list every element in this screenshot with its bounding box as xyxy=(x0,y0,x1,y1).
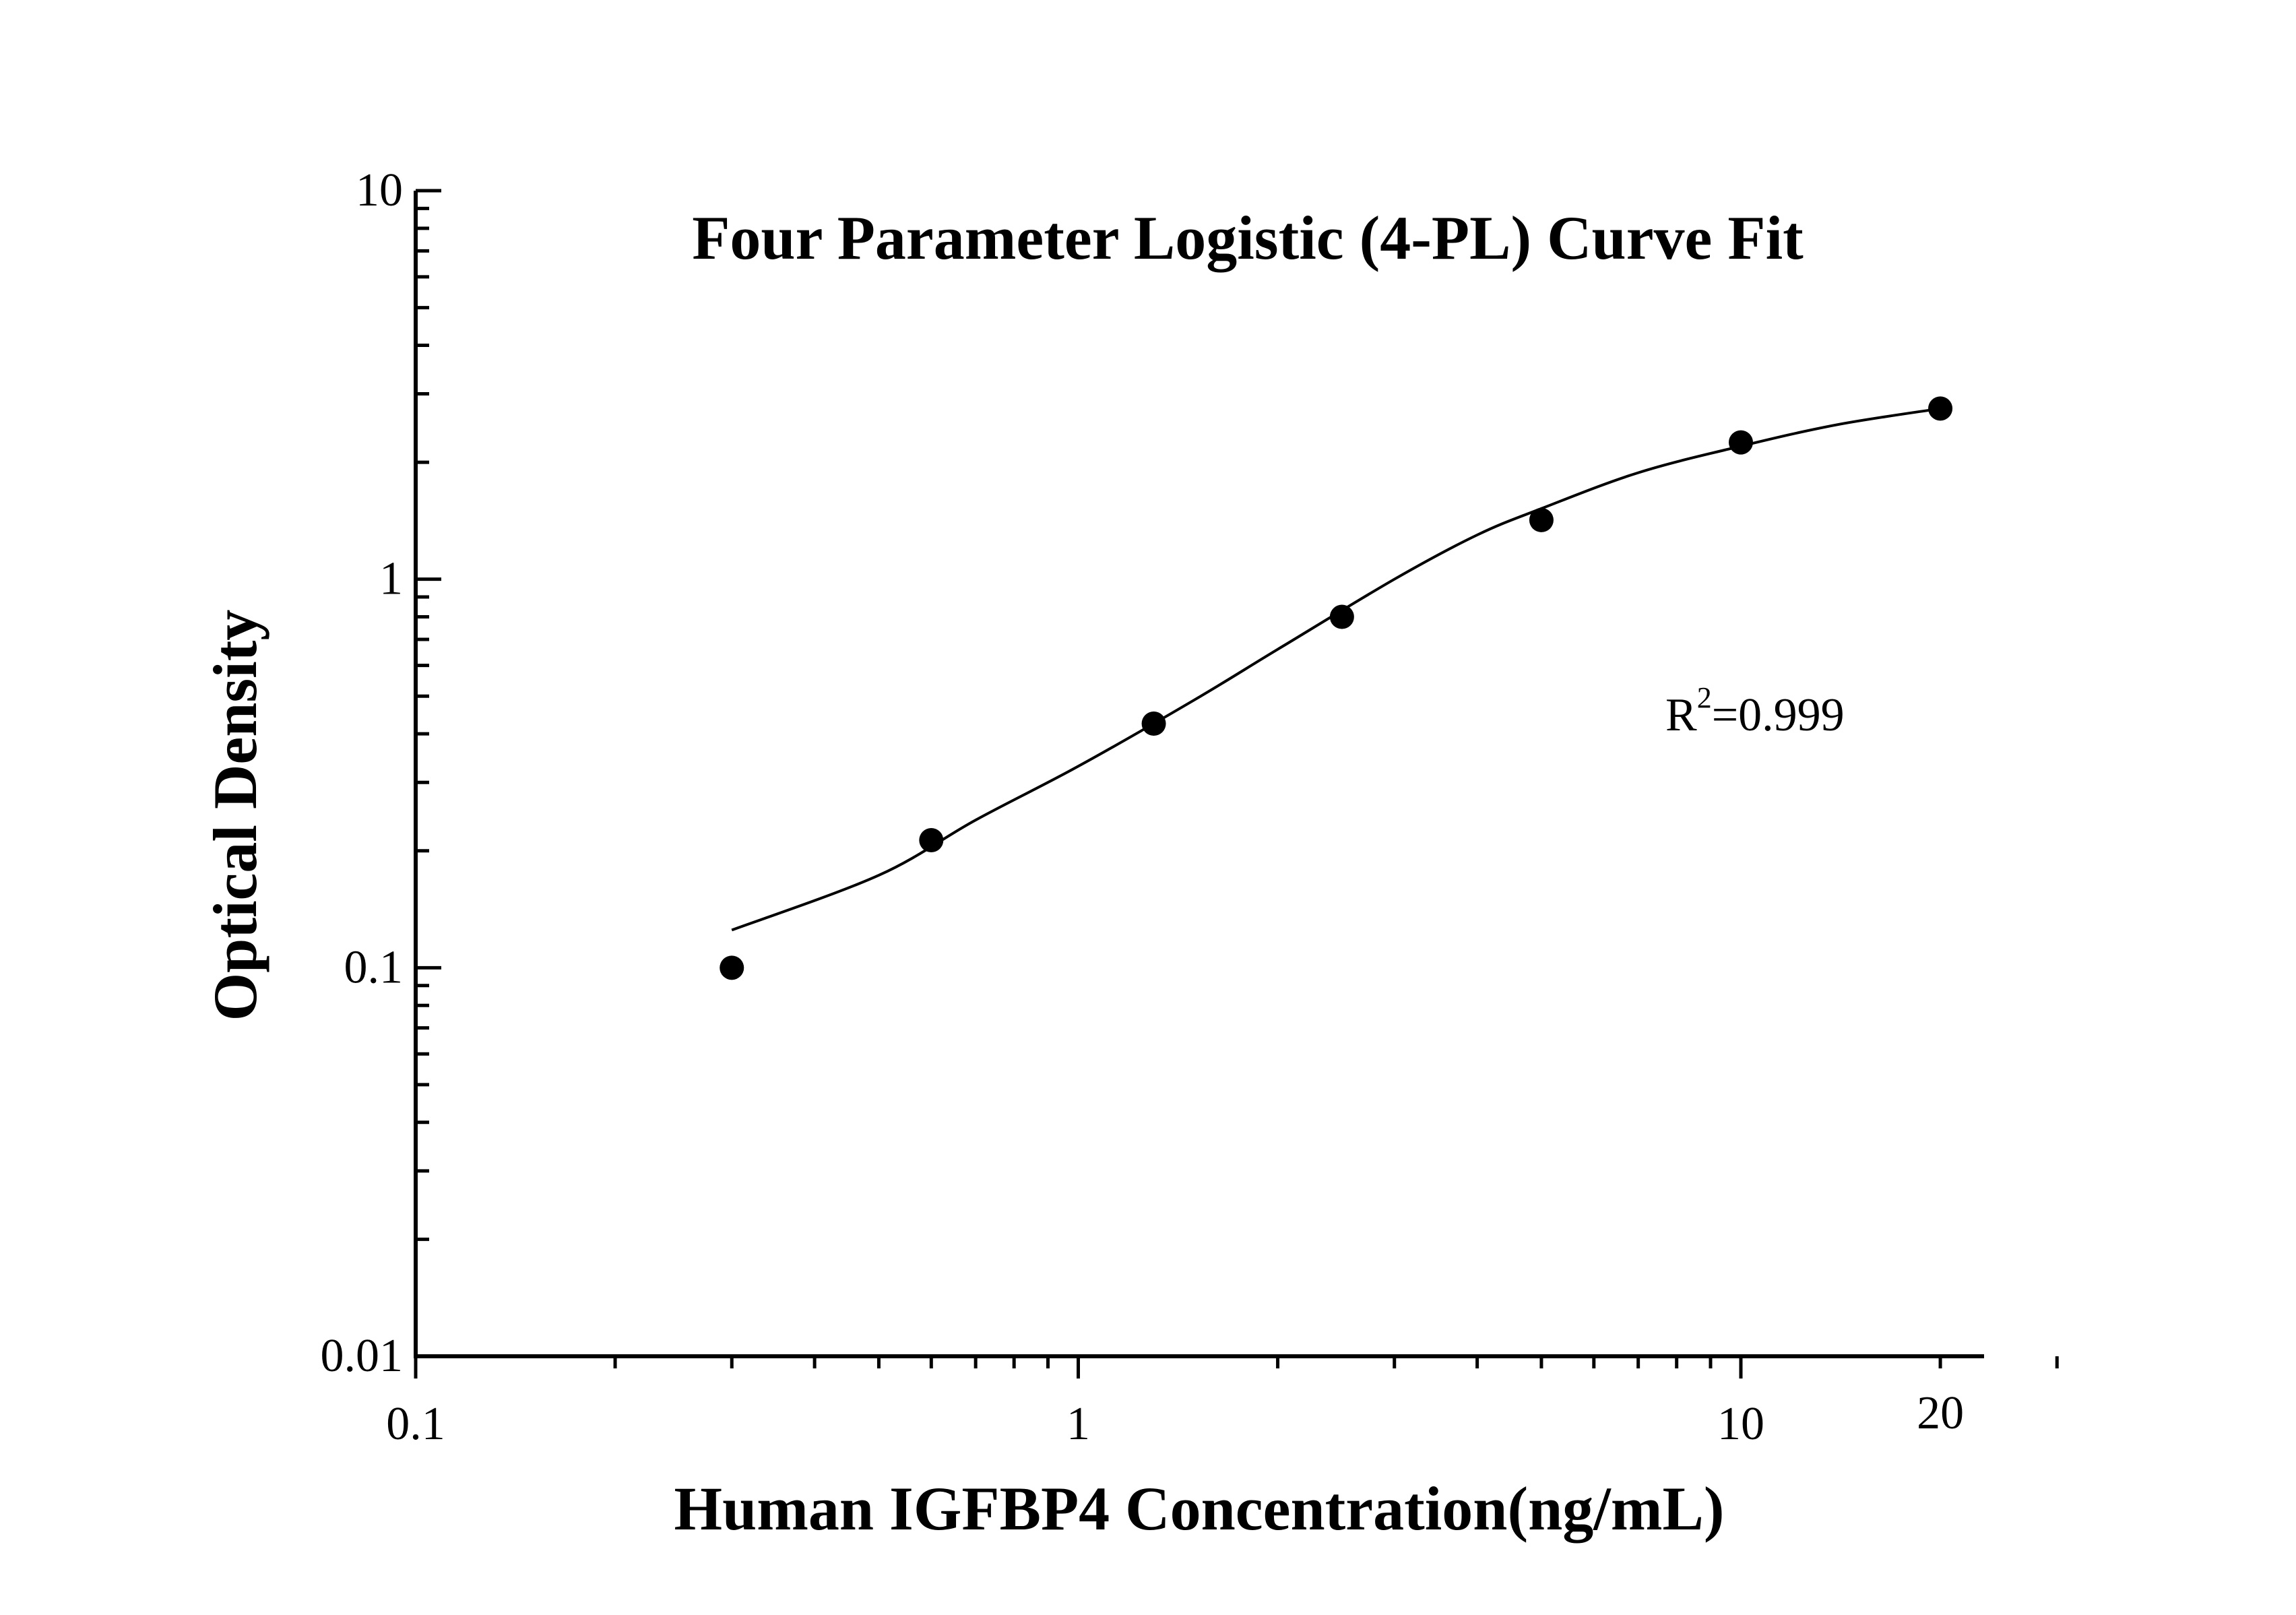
y-tick-label: 1 xyxy=(379,553,403,605)
r2-value: =0.999 xyxy=(1712,689,1845,741)
y-axis-label: Optical Density xyxy=(201,610,269,1021)
data-point xyxy=(1141,711,1166,736)
x-tick-label: 20 xyxy=(1917,1387,1964,1439)
x-axis-label: Human IGFBP4 Concentration(ng/mL) xyxy=(674,1474,1725,1543)
data-point xyxy=(1529,507,1554,532)
data-point xyxy=(1928,396,1953,421)
x-ticks: 0.1 1 10 20 xyxy=(386,1356,2059,1450)
data-point xyxy=(720,955,744,980)
data-points xyxy=(720,396,1953,980)
x-tick-label: 0.1 xyxy=(386,1398,445,1450)
r2-base: R xyxy=(1665,689,1697,741)
data-point xyxy=(1729,430,1753,455)
x-tick-label: 1 xyxy=(1066,1398,1090,1450)
y-tick-label: 0.1 xyxy=(344,941,404,993)
r2-superscript: 2 xyxy=(1697,681,1712,714)
data-point xyxy=(1329,604,1354,629)
y-ticks: 0.01 0.1 1 10 xyxy=(321,164,441,1382)
chart-title: Four Parameter Logistic (4-PL) Curve Fit xyxy=(692,203,1804,272)
axes: 0.01 0.1 1 10 0.1 1 10 20 xyxy=(321,164,2059,1450)
r2-annotation: R2=0.999 xyxy=(1665,681,1845,741)
data-point xyxy=(919,827,944,852)
y-tick-label: 10 xyxy=(356,164,403,216)
x-tick-label: 10 xyxy=(1717,1398,1764,1450)
y-tick-label: 0.01 xyxy=(321,1330,404,1382)
